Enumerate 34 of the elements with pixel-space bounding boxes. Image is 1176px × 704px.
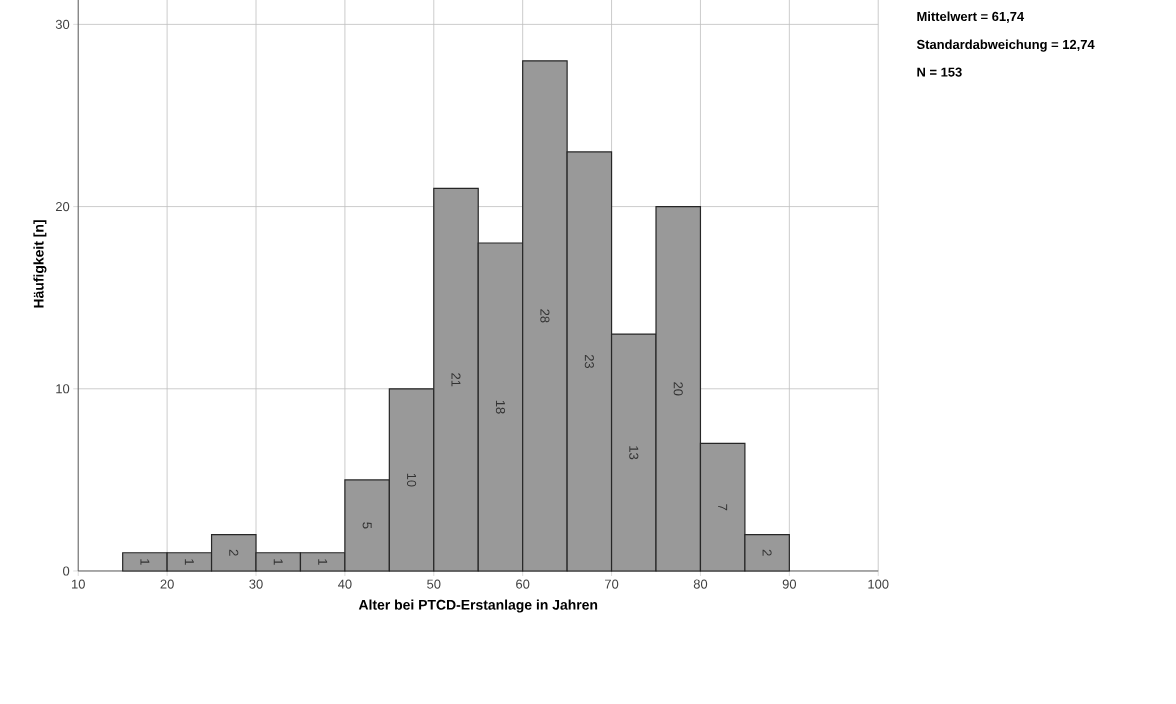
x-tick-label: 80	[693, 579, 708, 589]
data-label: 10	[406, 473, 417, 487]
x-axis-title: Alter bei PTCD-Erstanlage in Jahren	[358, 599, 598, 613]
text: Standardabweichung = 12,74	[916, 39, 1095, 52]
x-tick-label: 50	[427, 579, 441, 589]
data-label: 1	[184, 559, 194, 565]
x-tick-label: 10	[72, 579, 85, 589]
text: Mittelwert = 61,74	[917, 11, 1025, 23]
data-label: 18	[495, 400, 506, 414]
data-label: 23	[584, 354, 594, 369]
data-label: 1	[140, 559, 150, 565]
data-label: 1	[273, 559, 283, 565]
x-tick-label: 40	[337, 579, 352, 589]
data-label: 5	[362, 522, 372, 529]
data-label: 2	[229, 549, 239, 556]
y-axis-title: Häufigkeit [n]	[33, 220, 47, 308]
x-tick-label: 60	[516, 579, 530, 589]
y-tick-label: 20	[55, 202, 70, 212]
data-label: 20	[673, 382, 683, 396]
data-label: 21	[451, 373, 461, 387]
y-tick-label: 30	[55, 19, 70, 29]
x-tick-label: 70	[605, 579, 619, 589]
data-label: 28	[540, 309, 550, 323]
y-tick-label: 10	[56, 384, 70, 394]
y-tick-label: 0	[63, 566, 70, 576]
text: N = 153	[917, 67, 962, 77]
data-label: 7	[718, 504, 728, 511]
x-tick-label: 30	[249, 579, 263, 589]
data-label: 1	[318, 559, 328, 565]
x-tick-label: 90	[782, 579, 797, 589]
data-label: 13	[629, 446, 639, 460]
x-tick-label: 20	[160, 579, 174, 589]
data-label: 2	[762, 549, 772, 556]
x-tick-label: 100	[868, 579, 889, 589]
